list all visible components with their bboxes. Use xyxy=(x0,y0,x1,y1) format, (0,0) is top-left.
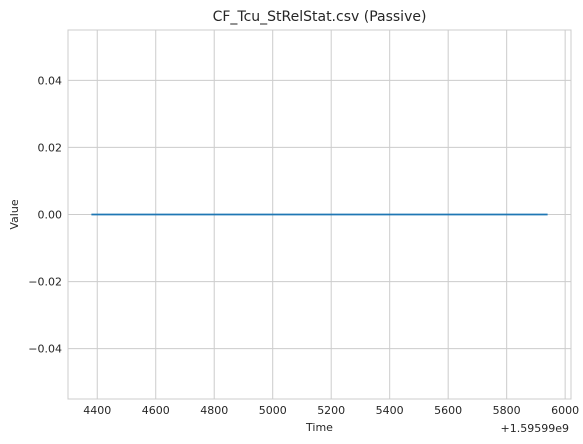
x-tick-label: 5400 xyxy=(376,404,404,417)
y-tick-labels: −0.04 −0.02 0.00 0.02 0.04 xyxy=(28,74,62,355)
x-tick-label: 4600 xyxy=(142,404,170,417)
y-tick-label: 0.00 xyxy=(38,209,63,222)
y-tick-label: −0.04 xyxy=(28,343,62,356)
x-axis-label: Time xyxy=(305,421,333,434)
x-tick-label: 5800 xyxy=(493,404,521,417)
x-tick-label: 5000 xyxy=(259,404,287,417)
plot-area-frame xyxy=(67,29,572,400)
y-axis-label: Value xyxy=(8,199,21,229)
y-tick-label: −0.02 xyxy=(28,276,62,289)
x-tick-label: 4800 xyxy=(200,404,228,417)
chart-title: CF_Tcu_StRelStat.csv (Passive) xyxy=(213,9,427,25)
x-tick-label: 4400 xyxy=(83,404,111,417)
x-tick-label: 6000 xyxy=(551,404,579,417)
y-tick-label: 0.04 xyxy=(38,74,63,87)
x-tick-labels: 4400 4600 4800 5000 5200 5400 5600 5800 6000 xyxy=(83,404,579,417)
x-tick-label: 5200 xyxy=(317,404,345,417)
x-axis-offset-label: +1.59599e9 xyxy=(501,422,569,435)
y-tick-label: 0.02 xyxy=(38,141,63,154)
x-tick-label: 5600 xyxy=(434,404,462,417)
